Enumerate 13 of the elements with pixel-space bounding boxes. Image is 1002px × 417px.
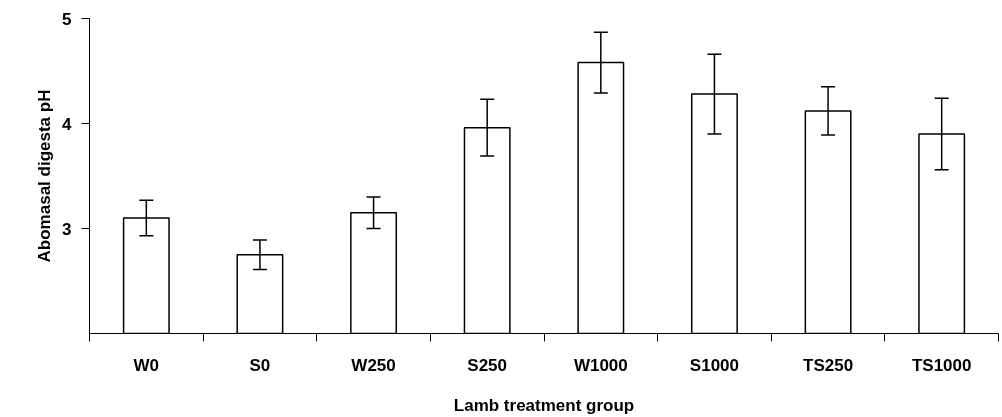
- x-tick-label: W250: [351, 355, 396, 375]
- y-tick-label: 5: [62, 9, 72, 29]
- x-tick-label: TS250: [803, 355, 854, 375]
- x-tick-label: S250: [467, 355, 508, 375]
- y-tick-label: 3: [62, 219, 72, 239]
- x-axis-title: Lamb treatment group: [453, 395, 635, 415]
- x-tick-label: S1000: [689, 355, 740, 375]
- y-axis-title: Abomasal digesta pH: [35, 89, 55, 263]
- x-tick-label: W0: [133, 355, 160, 375]
- x-tick-label: S0: [249, 355, 271, 375]
- x-tick-label: W1000: [573, 355, 628, 375]
- x-tick-label: TS1000: [911, 355, 972, 375]
- y-tick-label: 4: [62, 114, 73, 134]
